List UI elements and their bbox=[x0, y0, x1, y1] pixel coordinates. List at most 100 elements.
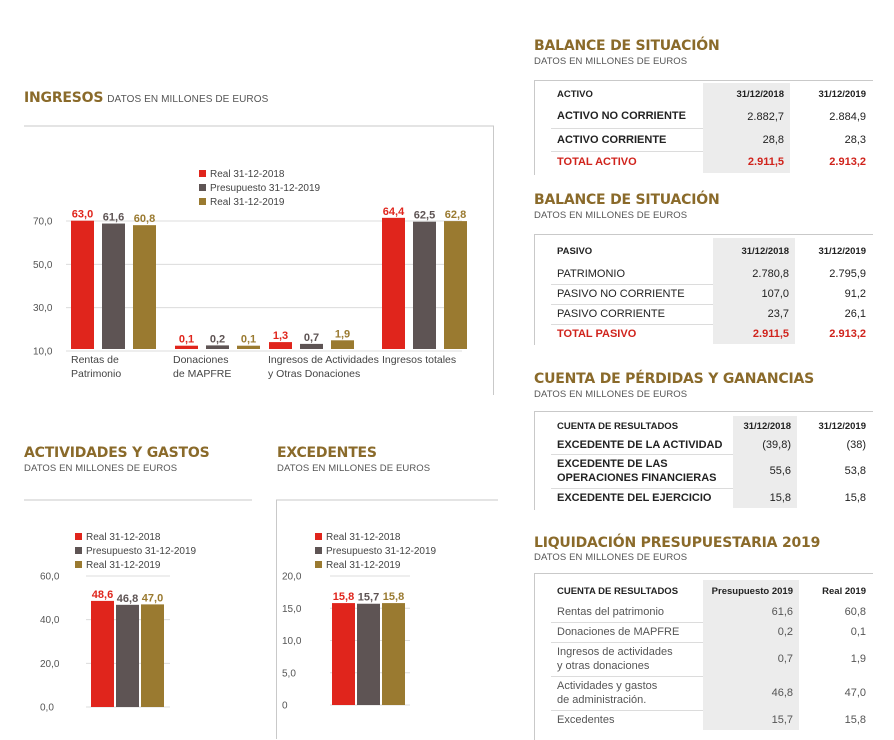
table-header-row: PASIVO 31/12/2018 31/12/2019 bbox=[551, 238, 872, 264]
table-row: EXCEDENTE DE LA ACTIVIDAD (39,8) (38) bbox=[551, 436, 872, 455]
row-label-line: y otras donaciones bbox=[557, 660, 650, 672]
bar bbox=[141, 604, 164, 707]
category-label: Patrimonio bbox=[71, 368, 121, 380]
balance-activo-title: BALANCE DE SITUACIÓN bbox=[534, 38, 720, 54]
header-cell: 31/12/2019 bbox=[818, 420, 866, 432]
table-row: Ingresos de actividades y otras donacione… bbox=[551, 642, 872, 677]
table-row: ACTIVO NO CORRIENTE 2.882,7 2.884,9 bbox=[551, 105, 872, 129]
bar-value-label: 0,1 bbox=[241, 334, 256, 346]
table-row: EXCEDENTE DE LAS OPERACIONES FINANCIERAS … bbox=[551, 454, 872, 489]
ingresos-bars: 63,0 0,1 1,3 64,4 61,6 0,2 0,7 62,5 60,8 0,1 1,9 62… bbox=[71, 206, 467, 349]
legend-swatch bbox=[75, 547, 82, 554]
table-row: PASIVO NO CORRIENTE 107,0 91,2 bbox=[551, 284, 872, 305]
row-label: PASIVO CORRIENTE bbox=[551, 304, 713, 325]
row-label: Excedentes bbox=[557, 714, 615, 727]
bar-value-label: 15,8 bbox=[333, 591, 354, 603]
value-2019: 15,8 bbox=[844, 492, 866, 504]
liquidacion-table: CUENTA DE RESULTADOS Presupuesto 2019 Re… bbox=[551, 580, 872, 730]
legend-label: Presupuesto 31-12-2019 bbox=[326, 546, 437, 557]
value-2019: 2.913,2 bbox=[829, 328, 866, 340]
table-header-row: ACTIVO 31/12/2018 31/12/2019 bbox=[551, 83, 872, 105]
y-tick-label: 10,0 bbox=[282, 636, 302, 647]
bar-value-label: 61,6 bbox=[103, 212, 124, 224]
perdidas-subtitle: DATOS EN MILLONES DE EUROS bbox=[534, 389, 688, 400]
bar bbox=[102, 223, 125, 349]
bar-value-label: 0,7 bbox=[304, 332, 319, 344]
value-2018: 23,7 bbox=[713, 304, 795, 324]
y-tick-label: 30,0 bbox=[33, 303, 53, 314]
legend-swatch bbox=[315, 533, 322, 540]
bar-value-label: 60,8 bbox=[134, 213, 155, 225]
row-label-line: OPERACIONES FINANCIERAS bbox=[557, 472, 717, 484]
liquidacion-subtitle: DATOS EN MILLONES DE EUROS bbox=[534, 552, 688, 563]
bar bbox=[91, 600, 114, 707]
excedentes-title: EXCEDENTES bbox=[277, 445, 377, 461]
bar-value-label: 63,0 bbox=[72, 209, 93, 221]
category-label: Ingresos totales bbox=[382, 354, 456, 366]
category-label: de MAPFRE bbox=[173, 368, 231, 380]
row-label: ACTIVO NO CORRIENTE bbox=[551, 105, 703, 129]
y-tick-label: 60,0 bbox=[40, 572, 60, 583]
actividades-legend: Real 31-12-2018 Presupuesto 31-12-2019 Rea… bbox=[75, 532, 197, 571]
legend-swatch bbox=[199, 170, 206, 177]
legend-label: Real 31-12-2019 bbox=[210, 197, 285, 208]
legend-swatch bbox=[75, 533, 82, 540]
ingresos-legend: Real 31-12-2018 Presupuesto 31-12-2019 Rea… bbox=[199, 169, 321, 208]
bar bbox=[444, 221, 467, 349]
balance-activo-subtitle: DATOS EN MILLONES DE EUROS bbox=[534, 56, 688, 67]
row-label: PASIVO NO CORRIENTE bbox=[551, 284, 713, 305]
category-label: y Otras Donaciones bbox=[268, 368, 360, 380]
bar bbox=[332, 603, 355, 705]
bar-value-label: 0,1 bbox=[179, 334, 194, 346]
legend-label: Presupuesto 31-12-2019 bbox=[86, 546, 197, 557]
bar bbox=[382, 603, 405, 705]
header-cell: ACTIVO bbox=[557, 88, 593, 100]
bar-value-label: 1,3 bbox=[273, 330, 288, 342]
value-real: 1,9 bbox=[850, 653, 866, 665]
row-label: TOTAL ACTIVO bbox=[557, 156, 637, 169]
bar bbox=[116, 604, 139, 707]
legend-swatch bbox=[315, 547, 322, 554]
table-row: Excedentes 15,7 15,8 bbox=[551, 710, 872, 730]
legend-label: Real 31-12-2019 bbox=[86, 560, 161, 571]
value-2018: 55,6 bbox=[733, 454, 797, 488]
bar bbox=[237, 345, 260, 349]
bar bbox=[71, 220, 94, 349]
bar-value-label: 0,2 bbox=[210, 333, 225, 345]
row-label: Ingresos de actividades y otras donacione… bbox=[551, 642, 703, 677]
legend-swatch bbox=[199, 198, 206, 205]
bar bbox=[175, 345, 198, 349]
value-2018: 15,8 bbox=[733, 488, 797, 508]
table-row-total: TOTAL PASIVO 2.911,5 2.913,2 bbox=[551, 324, 872, 344]
table-row: PATRIMONIO 2.780,8 2.795,9 bbox=[551, 264, 872, 285]
header-cell: 31/12/2018 bbox=[733, 416, 797, 436]
row-label-line: de administración. bbox=[557, 694, 647, 706]
legend-label: Real 31-12-2018 bbox=[86, 532, 161, 543]
table-row-total: TOTAL ACTIVO 2.911,5 2.913,2 bbox=[551, 151, 872, 173]
row-label: Actividades y gastos de administración. bbox=[551, 676, 703, 711]
bar-value-label: 46,8 bbox=[117, 593, 138, 605]
header-cell: 31/12/2018 bbox=[713, 238, 795, 264]
bar bbox=[269, 342, 292, 349]
bar bbox=[357, 603, 380, 705]
row-label: Donaciones de MAPFRE bbox=[551, 622, 703, 643]
value-real: 0,1 bbox=[850, 626, 866, 638]
value-2019: 2.913,2 bbox=[829, 156, 866, 168]
header-cell: 31/12/2018 bbox=[703, 83, 790, 105]
balance-pasivo-title: BALANCE DE SITUACIÓN bbox=[534, 192, 720, 208]
row-label: EXCEDENTE DEL EJERCICIO bbox=[557, 492, 712, 505]
row-label: EXCEDENTE DE LAS OPERACIONES FINANCIERAS bbox=[551, 454, 733, 489]
legend-swatch bbox=[199, 184, 206, 191]
bar-value-label: 15,7 bbox=[358, 592, 379, 604]
actividades-title: ACTIVIDADES Y GASTOS bbox=[24, 445, 210, 461]
header-cell: CUENTA DE RESULTADOS bbox=[557, 585, 679, 597]
y-tick-label: 50,0 bbox=[33, 260, 53, 271]
perdidas-box bbox=[534, 411, 873, 510]
ingresos-subtitle: DATOS EN MILLONES DE EUROS bbox=[107, 94, 269, 105]
value-2019: 2.884,9 bbox=[829, 110, 866, 123]
row-label: PATRIMONIO bbox=[551, 264, 713, 285]
value-real: 60,8 bbox=[844, 606, 866, 618]
table-row: Rentas del patrimonio 61,6 60,8 bbox=[551, 602, 872, 623]
bar-value-label: 1,9 bbox=[335, 328, 350, 340]
table-row: Actividades y gastos de administración. 4… bbox=[551, 676, 872, 711]
